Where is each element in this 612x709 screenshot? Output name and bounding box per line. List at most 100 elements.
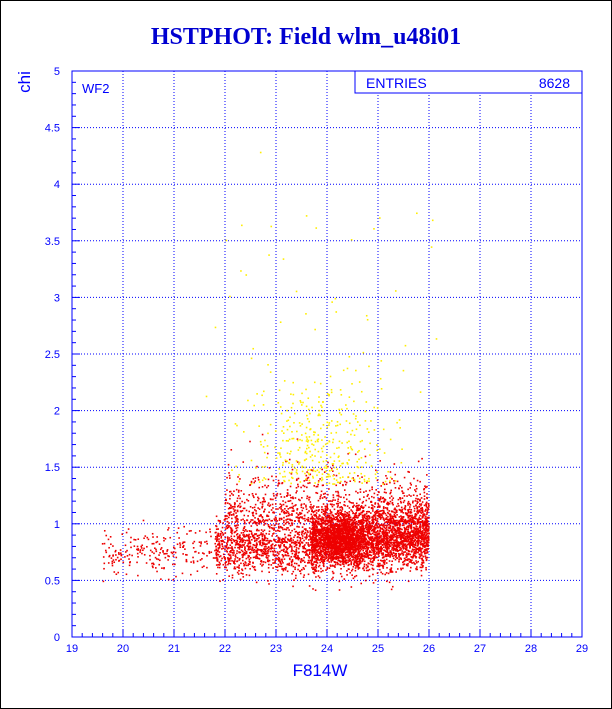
data-point bbox=[426, 541, 429, 543]
data-point bbox=[337, 563, 339, 566]
data-point bbox=[372, 529, 374, 531]
data-point bbox=[370, 554, 373, 557]
data-point bbox=[361, 511, 364, 514]
data-point bbox=[282, 549, 284, 551]
data-point bbox=[334, 553, 337, 556]
data-point bbox=[329, 538, 331, 541]
data-point bbox=[396, 548, 399, 551]
data-point bbox=[387, 543, 389, 546]
data-point bbox=[361, 560, 363, 563]
data-point bbox=[389, 518, 391, 520]
data-point bbox=[316, 528, 319, 530]
data-point bbox=[354, 528, 357, 531]
data-point bbox=[255, 557, 257, 560]
data-point bbox=[287, 527, 289, 529]
data-point bbox=[219, 563, 221, 565]
data-point bbox=[423, 515, 425, 517]
data-point bbox=[267, 542, 270, 544]
data-point bbox=[331, 532, 333, 534]
data-point bbox=[420, 512, 423, 514]
data-point bbox=[427, 539, 430, 541]
data-point bbox=[423, 540, 425, 543]
data-point bbox=[347, 545, 350, 548]
data-point bbox=[355, 523, 358, 525]
data-point bbox=[278, 539, 281, 542]
data-point bbox=[332, 550, 334, 552]
data-point bbox=[361, 540, 364, 543]
data-point bbox=[371, 529, 373, 532]
data-point bbox=[365, 499, 368, 502]
data-point bbox=[268, 559, 271, 562]
data-point bbox=[347, 531, 350, 534]
data-point bbox=[245, 552, 248, 555]
data-point bbox=[324, 529, 327, 531]
data-point bbox=[330, 555, 332, 558]
data-point bbox=[383, 526, 386, 529]
data-point bbox=[346, 556, 348, 558]
data-point bbox=[311, 563, 314, 565]
data-point bbox=[381, 530, 384, 533]
data-point bbox=[355, 561, 357, 564]
data-point bbox=[315, 546, 318, 548]
data-point bbox=[313, 532, 315, 535]
data-point bbox=[234, 555, 237, 557]
data-point bbox=[217, 549, 219, 552]
data-point bbox=[302, 576, 305, 578]
data-point bbox=[318, 555, 320, 557]
data-point bbox=[263, 548, 266, 550]
data-point bbox=[242, 572, 244, 575]
data-point bbox=[373, 539, 376, 541]
data-point bbox=[410, 527, 413, 530]
data-point bbox=[332, 528, 334, 530]
data-point bbox=[237, 521, 239, 523]
data-point bbox=[374, 518, 377, 521]
data-point bbox=[365, 542, 368, 545]
data-point bbox=[359, 541, 361, 544]
data-point bbox=[303, 546, 306, 549]
data-point bbox=[361, 534, 364, 537]
data-point bbox=[222, 563, 225, 566]
data-point bbox=[349, 523, 351, 526]
data-point bbox=[259, 539, 262, 542]
data-point bbox=[214, 538, 217, 540]
data-point bbox=[235, 539, 238, 542]
data-point bbox=[306, 511, 309, 514]
data-point bbox=[419, 543, 422, 546]
data-point bbox=[426, 523, 428, 526]
data-point bbox=[318, 576, 321, 579]
data-point bbox=[352, 536, 355, 539]
data-point bbox=[261, 549, 264, 551]
data-point bbox=[372, 515, 374, 518]
data-point bbox=[306, 553, 308, 556]
data-point bbox=[236, 533, 238, 536]
data-point bbox=[411, 501, 414, 504]
data-point bbox=[239, 543, 241, 546]
data-point bbox=[389, 551, 392, 553]
data-point bbox=[355, 558, 357, 560]
data-point bbox=[341, 560, 343, 563]
data-point bbox=[424, 529, 427, 532]
data-point bbox=[354, 560, 357, 562]
data-point bbox=[214, 542, 217, 545]
data-point bbox=[335, 513, 338, 515]
data-point bbox=[364, 555, 366, 557]
data-point bbox=[371, 524, 373, 527]
data-point bbox=[377, 548, 379, 551]
data-point bbox=[316, 539, 319, 542]
data-point bbox=[427, 545, 429, 547]
data-point bbox=[396, 542, 399, 545]
data-point bbox=[329, 534, 332, 537]
data-point bbox=[355, 543, 357, 546]
data-point bbox=[237, 566, 240, 568]
data-point bbox=[330, 561, 333, 563]
data-point bbox=[354, 548, 357, 551]
data-point bbox=[395, 531, 398, 533]
data-point bbox=[255, 549, 257, 552]
data-point bbox=[321, 543, 324, 545]
data-point bbox=[337, 551, 339, 553]
data-point bbox=[341, 548, 344, 550]
data-point bbox=[283, 558, 286, 560]
data-point bbox=[215, 515, 218, 518]
data-point bbox=[303, 539, 305, 542]
data-point bbox=[354, 551, 357, 553]
